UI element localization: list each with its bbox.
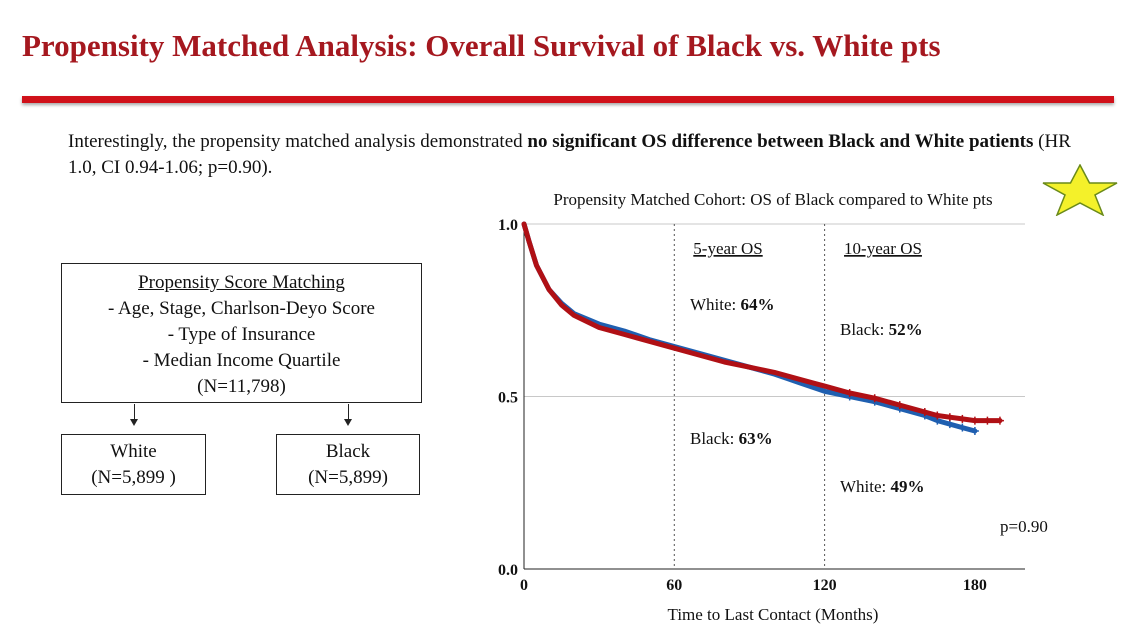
- x-tick-label: 120: [813, 577, 837, 594]
- axes: 0.0 0.5 1.0 0 60 120 180: [498, 217, 1025, 594]
- annotation-black-5yr: Black: 63%: [690, 429, 773, 448]
- white-group-label: White: [110, 441, 157, 462]
- annotation-black-10yr: Black: 52%: [840, 320, 923, 339]
- white-group-n: (N=5,899 ): [91, 467, 176, 488]
- black-group-box: Black (N=5,899): [276, 434, 420, 495]
- y-tick-label: 0.0: [498, 562, 518, 579]
- x-tick-label: 180: [963, 577, 987, 594]
- x-tick-label: 0: [520, 577, 528, 594]
- down-arrow-head: [130, 419, 138, 426]
- intro-bold: no significant OS difference between Bla…: [527, 131, 1034, 152]
- down-arrow-icon: [134, 404, 135, 421]
- title-divider: [22, 96, 1114, 103]
- white-group-box: White (N=5,899 ): [61, 434, 206, 495]
- x-tick-label: 60: [666, 577, 682, 594]
- annotation-white-5yr: White: 64%: [690, 295, 775, 314]
- black-group-label: Black: [325, 441, 371, 462]
- ref-label-10yr: 10-year OS: [844, 239, 922, 258]
- survival-curves: [521, 221, 1004, 435]
- annotation-white-10yr: White: 49%: [840, 477, 925, 496]
- slide-title: Propensity Matched Analysis: Overall Sur…: [22, 28, 941, 63]
- total-n: (N=11,798): [197, 376, 286, 397]
- ref-label-5yr: 5-year OS: [693, 239, 762, 258]
- criteria-item: - Median Income Quartile: [142, 350, 341, 371]
- y-tick-label: 0.5: [498, 390, 518, 407]
- criteria-item: - Age, Stage, Charlson-Deyo Score: [108, 298, 375, 319]
- intro-text: Interestingly, the propensity matched an…: [68, 129, 1098, 181]
- propensity-matching-box: Propensity Score Matching - Age, Stage, …: [61, 263, 422, 403]
- y-tick-label: 1.0: [498, 217, 518, 234]
- x-axis-label: Time to Last Contact (Months): [668, 605, 879, 624]
- criteria-item: - Type of Insurance: [167, 324, 316, 345]
- down-arrow-icon: [348, 404, 349, 421]
- down-arrow-head: [344, 419, 352, 426]
- chart-title: Propensity Matched Cohort: OS of Black c…: [553, 190, 992, 209]
- intro-part2: (HR 1.0, CI 0.94-1.06; p=0.90).: [68, 131, 1071, 178]
- grid-lines: [524, 223, 1025, 397]
- black-group-n: (N=5,899): [308, 467, 388, 488]
- p-value: p=0.90: [1000, 517, 1048, 536]
- propensity-box-title: Propensity Score Matching: [138, 272, 345, 293]
- star-icon: [1042, 164, 1118, 216]
- intro-part1: Interestingly, the propensity matched an…: [68, 131, 528, 152]
